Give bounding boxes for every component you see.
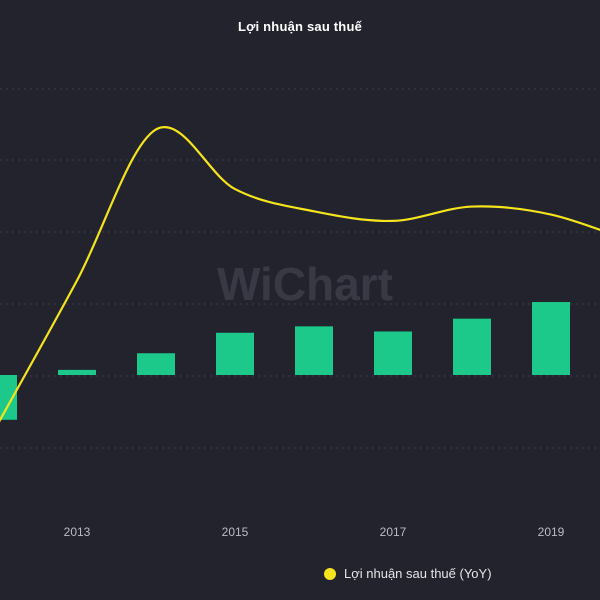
watermark: WiChart [217,258,393,310]
bar[interactable] [295,326,333,375]
yoy-line[interactable] [0,126,600,424]
x-axis-ticks: 2013 2015 2017 2019 [64,525,565,539]
watermark-logo: WiChart [217,258,393,310]
bar[interactable] [453,318,491,375]
bar[interactable] [137,353,175,375]
legend-label: Lợi nhuận sau thuế (YoY) [344,566,492,581]
grid-lines [0,88,600,449]
chart-title: Lợi nhuận sau thuế [237,19,363,34]
bar[interactable] [58,369,96,375]
bar[interactable] [216,332,254,375]
bar[interactable] [532,302,570,375]
bar[interactable] [0,375,17,420]
line-series [0,126,600,424]
legend[interactable]: Lợi nhuận sau thuế (YoY) [324,566,492,581]
bar-series [0,302,570,420]
x-tick-label: 2017 [380,525,407,539]
x-tick-label: 2019 [538,525,565,539]
x-tick-label: 2015 [222,525,249,539]
legend-marker [324,567,336,580]
x-tick-label: 2013 [64,525,91,539]
bar[interactable] [374,331,412,375]
